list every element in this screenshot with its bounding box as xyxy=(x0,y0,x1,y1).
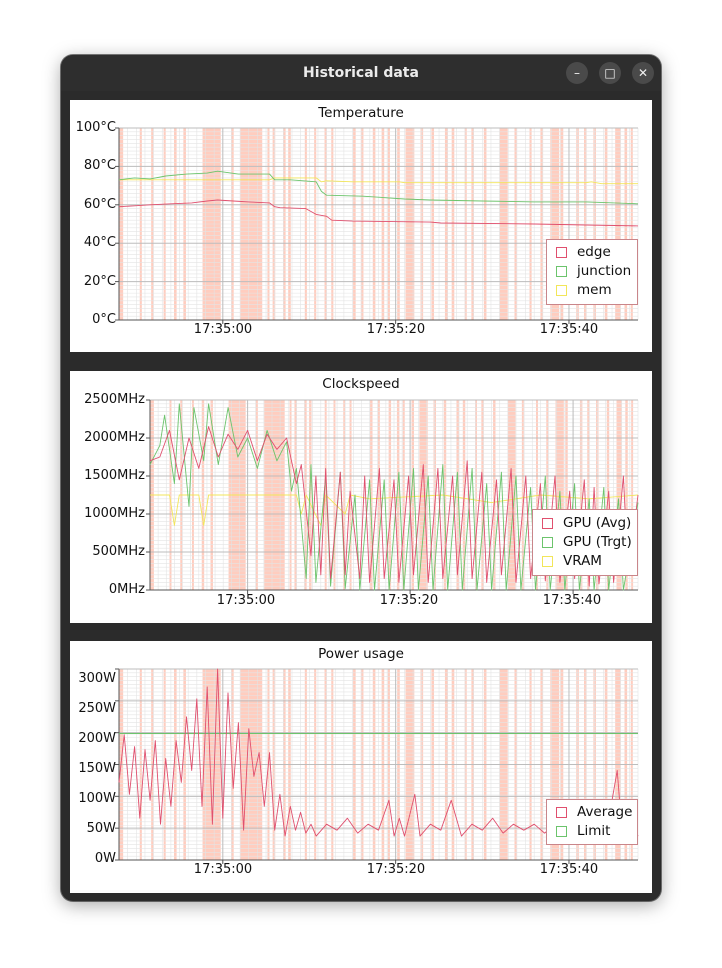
y-tick-label: 0W xyxy=(94,851,116,866)
legend-swatch xyxy=(556,826,567,837)
legend-label: Average xyxy=(577,804,633,820)
y-tick-label: 200W xyxy=(78,731,116,746)
legend-item[interactable]: GPU (Avg) xyxy=(533,514,637,533)
power-usage-chart: Power usage 300W 250W 200W 150W 100W 50W… xyxy=(70,641,652,893)
x-tick-label: 17:35:40 xyxy=(542,593,602,608)
maximize-button[interactable]: □ xyxy=(599,62,621,84)
legend-item[interactable]: GPU (Trgt) xyxy=(533,533,637,552)
y-tick-label: 100°C xyxy=(75,120,116,135)
legend-item[interactable]: Average xyxy=(547,803,637,822)
y-tick-label: 80°C xyxy=(83,158,116,173)
y-tick-label: 300W xyxy=(78,671,116,686)
legend-swatch xyxy=(542,518,553,529)
series-line-junction xyxy=(118,170,639,205)
legend-label: edge xyxy=(577,244,611,260)
temperature-chart: Temperature 100°C 80°C 60°C 40°C 20°C 0°… xyxy=(70,100,652,352)
legend-item[interactable]: Limit xyxy=(547,822,637,841)
y-tick-label: 1500MHz xyxy=(84,468,145,483)
legend-item[interactable]: VRAM xyxy=(533,552,637,571)
window-title: Historical data xyxy=(303,65,419,81)
legend-item[interactable]: mem xyxy=(547,281,637,300)
series-line-mem xyxy=(119,177,638,185)
legend-label: VRAM xyxy=(563,553,602,569)
temperature-plot xyxy=(115,127,639,324)
legend-swatch xyxy=(556,807,567,818)
x-tick-label: 17:35:20 xyxy=(379,593,439,608)
y-tick-label: 0MHz xyxy=(108,582,145,597)
chart-title: Clockspeed xyxy=(322,376,400,392)
minimize-icon: – xyxy=(574,66,580,80)
legend-label: junction xyxy=(577,263,632,279)
x-tick-label: 17:35:20 xyxy=(366,862,426,877)
series-line-edge xyxy=(118,199,639,227)
y-tick-label: 0°C xyxy=(92,312,116,327)
chart-legend: edge junction mem xyxy=(546,239,638,305)
chart-title: Power usage xyxy=(318,646,404,662)
legend-item[interactable]: edge xyxy=(547,243,637,262)
legend-label: GPU (Trgt) xyxy=(563,534,632,550)
x-tick-label: 17:35:00 xyxy=(193,322,253,337)
y-tick-label: 1000MHz xyxy=(84,506,145,521)
chart-title: Temperature xyxy=(318,105,404,121)
y-tick-label: 100W xyxy=(78,791,116,806)
clockspeed-plot xyxy=(146,399,639,594)
x-tick-label: 17:35:40 xyxy=(539,322,599,337)
maximize-icon: □ xyxy=(604,66,616,80)
chart-legend: Average Limit xyxy=(546,799,638,845)
y-tick-label: 2500MHz xyxy=(84,392,145,407)
x-tick-label: 17:35:00 xyxy=(216,593,276,608)
y-tick-label: 50W xyxy=(86,821,116,836)
legend-swatch xyxy=(556,247,567,258)
y-tick-label: 20°C xyxy=(83,274,116,289)
legend-swatch xyxy=(542,556,553,567)
legend-swatch xyxy=(556,266,567,277)
title-bar[interactable]: Historical data – □ ✕ xyxy=(61,55,661,91)
legend-swatch xyxy=(542,537,553,548)
y-tick-label: 500MHz xyxy=(92,544,145,559)
legend-label: Limit xyxy=(577,823,611,839)
clockspeed-chart: Clockspeed 2500MHz 2000MHz 1500MHz 1000M… xyxy=(70,371,652,623)
legend-swatch xyxy=(556,285,567,296)
y-tick-label: 60°C xyxy=(83,197,116,212)
y-tick-label: 150W xyxy=(78,761,116,776)
legend-label: GPU (Avg) xyxy=(563,515,632,531)
close-button[interactable]: ✕ xyxy=(632,62,654,84)
y-tick-label: 40°C xyxy=(83,235,116,250)
y-tick-label: 2000MHz xyxy=(84,430,145,445)
close-icon: ✕ xyxy=(637,66,649,80)
legend-item[interactable]: junction xyxy=(547,262,637,281)
y-tick-label: 250W xyxy=(78,701,116,716)
series-line-average xyxy=(118,668,639,837)
legend-label: mem xyxy=(577,282,612,298)
chart-legend: GPU (Avg) GPU (Trgt) VRAM xyxy=(532,509,638,576)
historical-data-window: Historical data – □ ✕ Temperature 100°C … xyxy=(61,55,661,901)
x-tick-label: 17:35:00 xyxy=(193,862,253,877)
minimize-button[interactable]: – xyxy=(566,62,588,84)
x-tick-label: 17:35:20 xyxy=(366,322,426,337)
x-tick-label: 17:35:40 xyxy=(539,862,599,877)
power-usage-plot xyxy=(115,668,639,864)
